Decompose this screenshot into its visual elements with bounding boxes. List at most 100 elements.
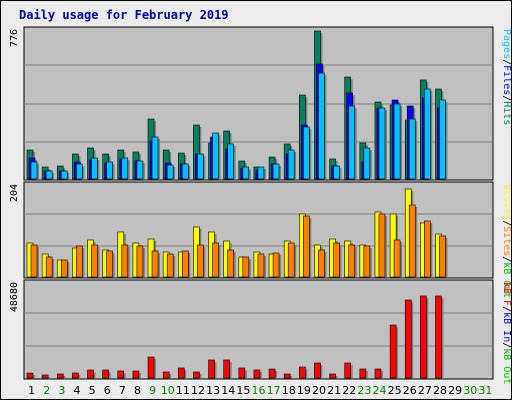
bar-pages-day-23	[363, 147, 371, 180]
day-label-20: 20	[312, 384, 326, 397]
bar-sites-day-18	[287, 242, 295, 278]
day-label-30: 30	[463, 384, 477, 397]
day-label-28: 28	[433, 384, 447, 397]
bar-kb-f-day-24	[374, 368, 382, 379]
bar-pages-day-9	[151, 136, 159, 180]
bar-kb-f-day-11	[177, 367, 185, 379]
bar-sites-day-8	[136, 245, 144, 278]
bar-sites-day-2	[45, 256, 53, 278]
bar-sites-day-13	[212, 242, 219, 278]
panel-1-legend: Pages/Files/Hits	[501, 29, 511, 125]
bar-kb-f-day-9	[147, 356, 155, 379]
day-label-26: 26	[403, 384, 417, 397]
bar-kb-f-day-23	[359, 368, 367, 379]
day-label-9: 9	[149, 384, 156, 397]
panel-3-plot-area	[23, 279, 494, 380]
bar-kb-f-day-14	[223, 359, 230, 379]
day-label-24: 24	[373, 384, 387, 397]
bar-pages-day-17	[272, 163, 280, 180]
bar-sites-day-1	[30, 244, 38, 278]
bar-kb-f-day-12	[193, 371, 200, 379]
bar-sites-day-14	[227, 249, 234, 278]
day-label-19: 19	[297, 384, 311, 397]
legend-entry: kB In	[501, 312, 511, 342]
legend-entry: kB Out	[501, 262, 511, 298]
panel-3-max-label: 48680	[9, 282, 20, 312]
bar-pages-day-2	[45, 170, 53, 180]
bar-pages-day-6	[106, 161, 113, 180]
day-label-8: 8	[134, 384, 141, 397]
bar-kb-f-day-10	[162, 371, 170, 379]
bar-kb-f-day-27	[420, 295, 427, 379]
bar-sites-day-11	[181, 250, 189, 278]
bar-sites-day-26	[408, 204, 416, 278]
bar-pages-day-28	[439, 99, 446, 180]
bar-pages-day-7	[121, 157, 129, 180]
bar-sites-day-22	[348, 244, 356, 278]
day-label-4: 4	[73, 384, 80, 397]
bar-sites-day-20	[318, 249, 325, 278]
bar-sites-day-25	[393, 239, 401, 278]
day-label-17: 17	[267, 384, 281, 397]
bar-kb-f-day-13	[208, 359, 215, 379]
legend-entry: kB Out	[501, 348, 511, 384]
bar-pages-day-16	[257, 166, 265, 180]
bar-sites-day-5	[91, 244, 98, 278]
bar-kb-f-day-21	[329, 373, 336, 379]
bar-pages-day-21	[333, 165, 340, 180]
bar-pages-day-25	[393, 103, 401, 180]
bar-sites-day-16	[257, 253, 265, 278]
bar-kb-f-day-2	[41, 374, 49, 379]
bar-pages-day-10	[166, 164, 174, 180]
day-label-25: 25	[388, 384, 402, 397]
bar-pages-day-12	[197, 153, 204, 180]
day-label-16: 16	[252, 384, 266, 397]
day-label-18: 18	[282, 384, 296, 397]
bar-sites-day-19	[303, 215, 310, 278]
bar-kb-f-day-3	[56, 373, 64, 379]
bar-sites-day-28	[439, 235, 446, 278]
legend-entry: /	[501, 342, 511, 348]
day-label-6: 6	[104, 384, 111, 397]
bar-kb-f-day-26	[404, 299, 412, 379]
bar-kb-f-day-17	[268, 368, 276, 379]
day-label-31: 31	[478, 384, 492, 397]
day-label-2: 2	[43, 384, 50, 397]
day-label-10: 10	[161, 384, 175, 397]
legend-entry: Sites	[501, 226, 511, 256]
bar-pages-day-22	[348, 105, 356, 180]
panel-2-max-label: 204	[9, 184, 20, 202]
bar-pages-day-19	[303, 126, 310, 180]
legend-entry: /	[501, 95, 511, 101]
day-label-21: 21	[327, 384, 341, 397]
bar-sites-day-24	[378, 213, 386, 278]
bar-kb-f-day-15	[238, 367, 246, 379]
chart-title: Daily usage for February 2019	[19, 8, 229, 22]
day-label-3: 3	[58, 384, 65, 397]
day-label-11: 11	[176, 384, 190, 397]
legend-entry: Pages	[501, 29, 511, 59]
legend-entry: /	[501, 306, 511, 312]
bar-pages-day-24	[378, 107, 386, 180]
bar-kb-f-day-16	[253, 369, 261, 379]
bar-sites-day-7	[121, 244, 129, 278]
bar-kb-f-day-22	[344, 362, 352, 379]
bar-sites-day-21	[333, 242, 340, 278]
day-label-12: 12	[191, 384, 205, 397]
bar-pages-day-18	[287, 149, 295, 180]
legend-entry: /	[501, 220, 511, 226]
bar-pages-day-13	[212, 132, 219, 180]
bar-sites-day-6	[106, 250, 113, 278]
legend-entry: Hits	[501, 101, 511, 125]
bar-kb-f-day-8	[132, 370, 140, 379]
day-label-13: 13	[206, 384, 220, 397]
day-label-7: 7	[119, 384, 126, 397]
bar-pages-day-26	[408, 118, 416, 180]
bar-pages-day-1	[30, 161, 38, 180]
bar-sites-day-27	[424, 220, 431, 278]
bar-pages-day-5	[91, 157, 98, 180]
bar-kb-f-day-25	[389, 324, 397, 379]
bar-kb-f-day-28	[435, 295, 442, 379]
